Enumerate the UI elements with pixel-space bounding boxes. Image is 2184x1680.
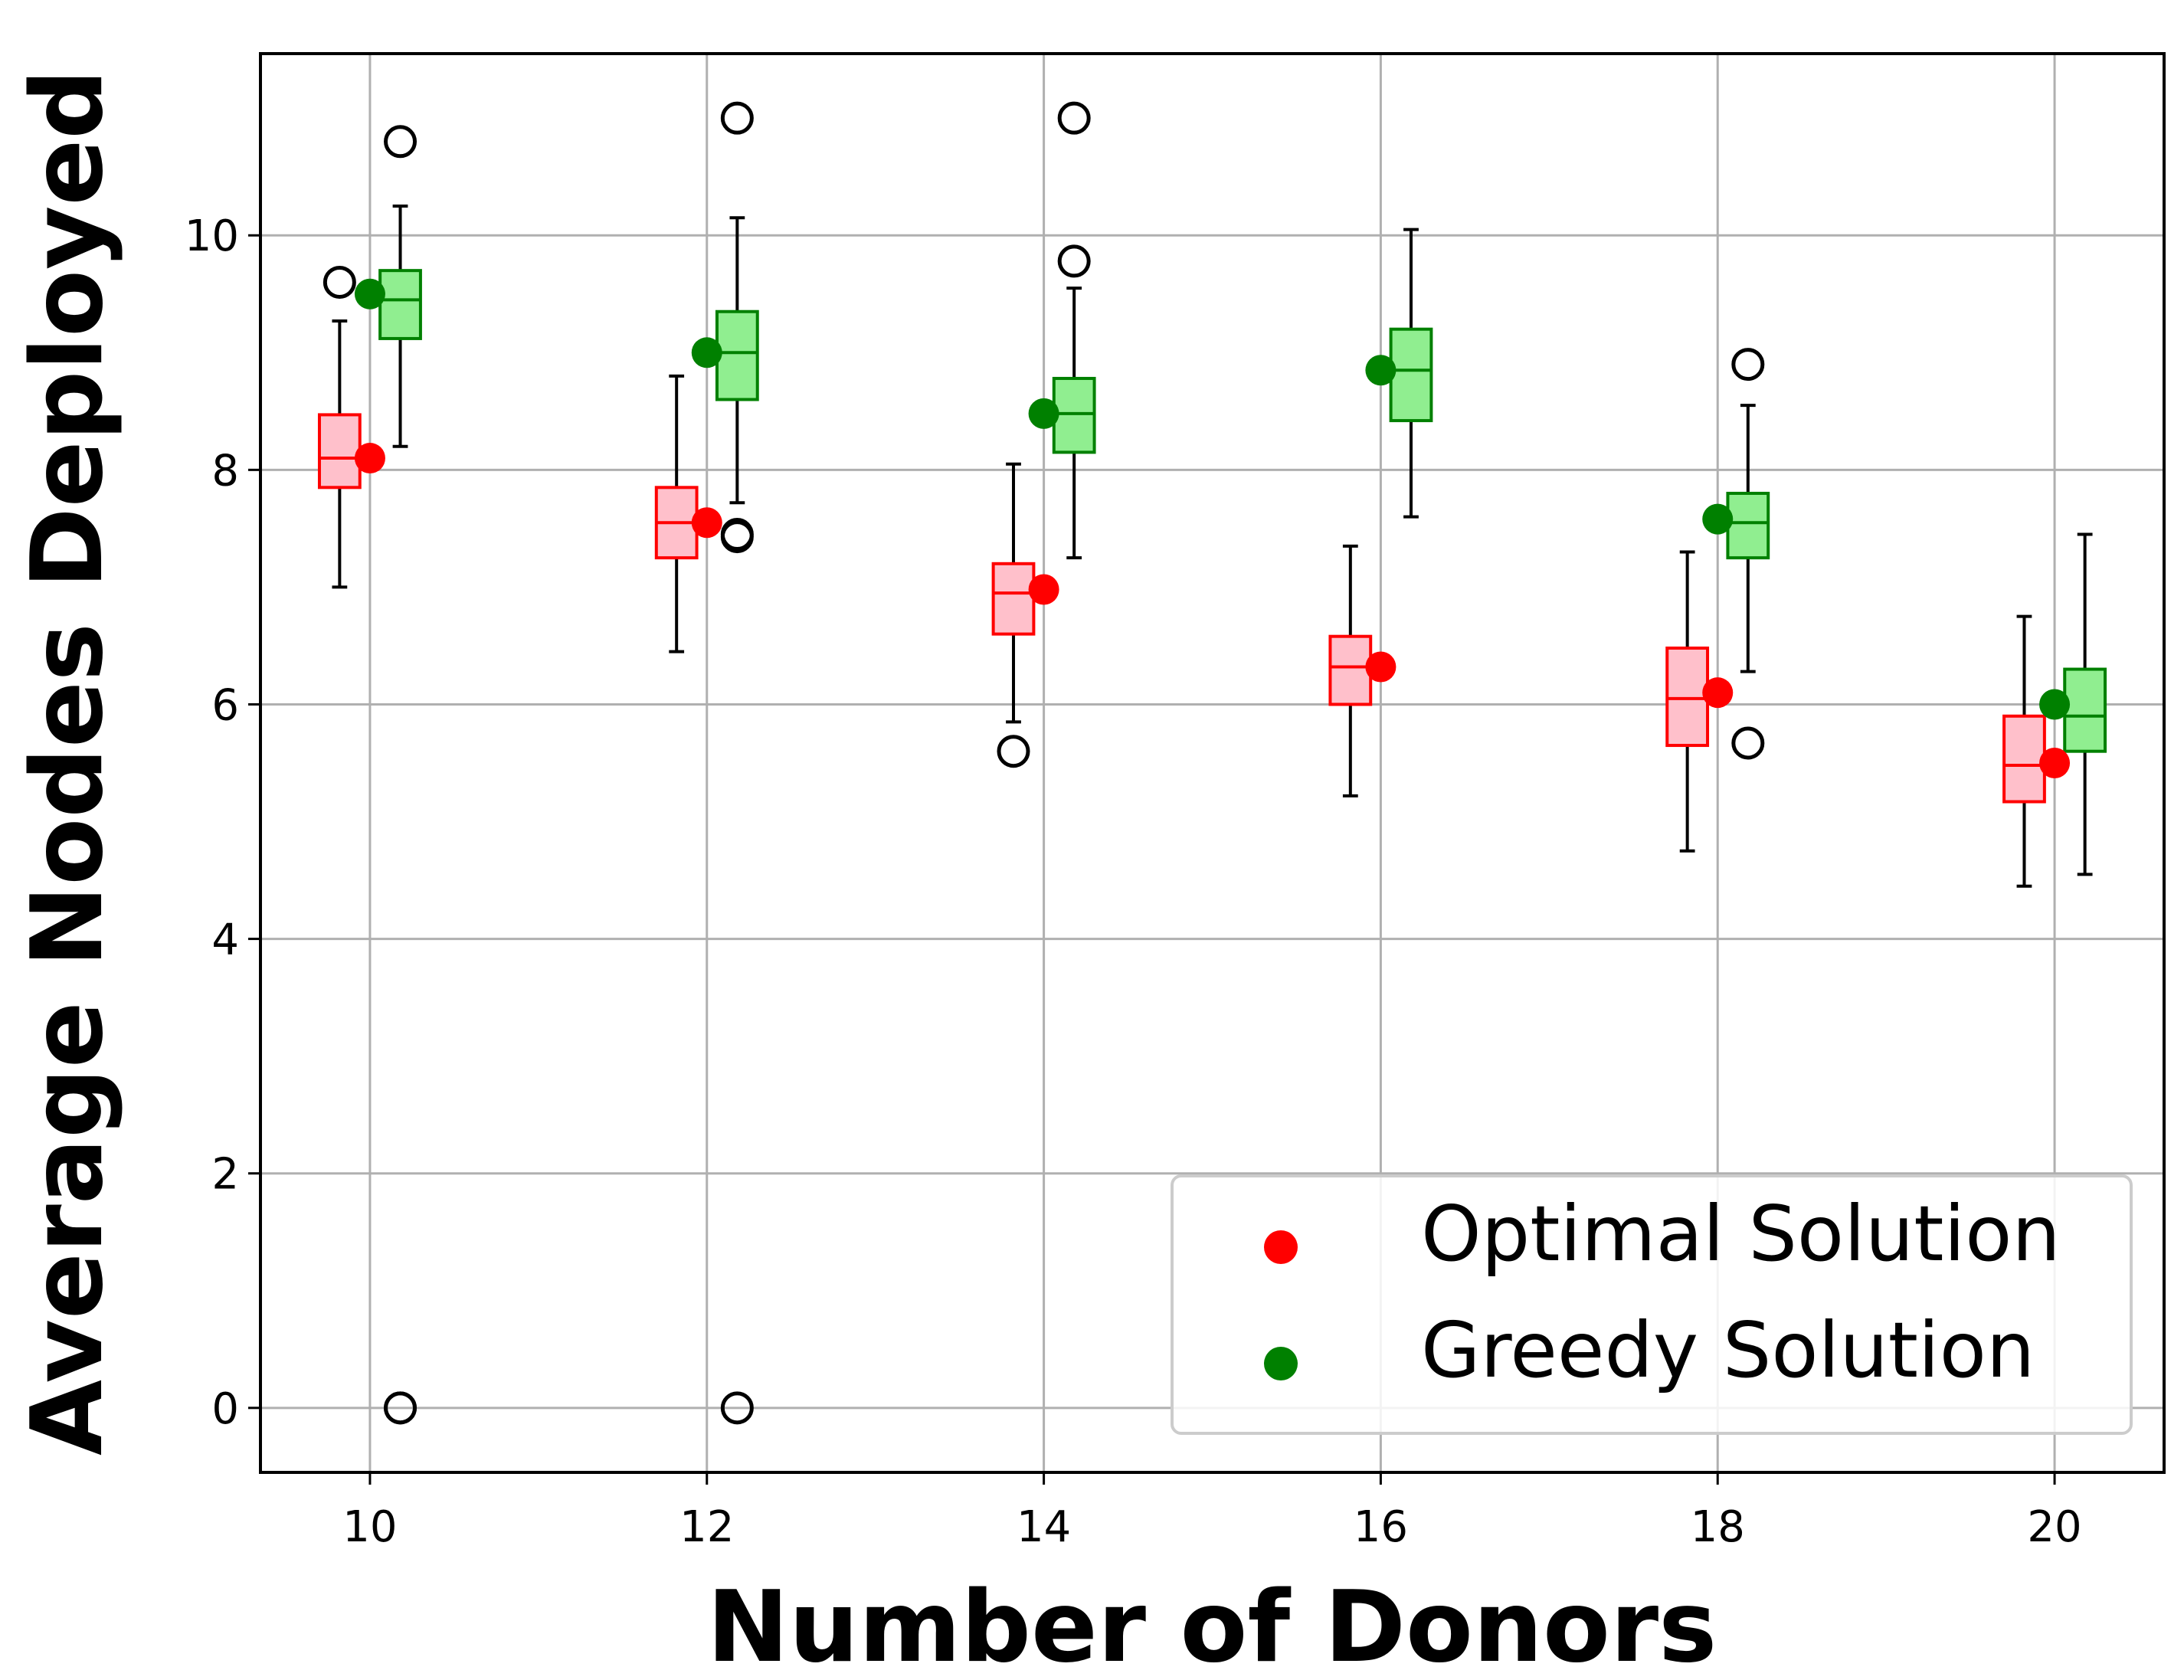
legend-marker-greedy (1264, 1347, 1298, 1380)
greedy-outlier (384, 1391, 417, 1425)
greedy-outlier (1731, 726, 1765, 760)
x-tick-label: 20 (2027, 1502, 2081, 1552)
optimal-outlier (997, 735, 1030, 768)
y-tick-label: 10 (185, 211, 239, 261)
optimal-box (2002, 714, 2046, 804)
greedy-outlier (384, 125, 417, 159)
greedy-outlier (1057, 244, 1091, 278)
y-axis-title: Average Nodes Deployed (11, 69, 125, 1456)
greedy-outlier (720, 101, 754, 135)
greedy-mean-marker (1365, 355, 1397, 386)
legend: Optimal Solution Greedy Solution (1171, 1174, 2133, 1435)
y-tick-label: 0 (211, 1384, 239, 1434)
greedy-mean-marker (1028, 398, 1059, 429)
optimal-mean-marker (1365, 651, 1397, 683)
legend-marker-optimal (1264, 1230, 1298, 1264)
optimal-mean-marker (1702, 677, 1734, 709)
x-tick-label: 10 (342, 1502, 397, 1552)
optimal-mean-marker (691, 507, 722, 539)
greedy-outlier (1057, 101, 1091, 135)
greedy-outlier (720, 1391, 754, 1425)
optimal-box (317, 413, 362, 490)
greedy-mean-marker (2039, 689, 2071, 720)
x-tick-label: 12 (679, 1502, 734, 1552)
optimal-box (1665, 647, 1710, 748)
optimal-mean-marker (2039, 748, 2071, 778)
mean-markers (354, 278, 2071, 778)
box-plots (317, 204, 2107, 888)
greedy-mean-marker (1702, 503, 1734, 535)
legend-label-optimal: Optimal Solution (1421, 1189, 2061, 1279)
y-tick-label: 8 (211, 446, 239, 496)
optimal-box (1328, 634, 1373, 706)
x-axis-title: Number of Donors (707, 1570, 1717, 1680)
grid (260, 54, 2164, 1472)
outlier-points (323, 101, 1765, 1425)
greedy-box (715, 309, 759, 401)
greedy-mean-marker (354, 278, 385, 309)
greedy-box (378, 269, 422, 340)
greedy-box (2063, 667, 2107, 753)
x-tick-label: 14 (1017, 1502, 1071, 1552)
x-axis-ticks: 10 12 14 16 18 20 (342, 1472, 2082, 1552)
greedy-outlier (1731, 348, 1765, 382)
greedy-outlier (720, 520, 754, 554)
optimal-outlier (323, 265, 356, 299)
greedy-box (1052, 376, 1096, 454)
y-tick-label: 4 (211, 915, 239, 965)
legend-label-greedy: Greedy Solution (1421, 1305, 2035, 1395)
greedy-box (1389, 327, 1433, 423)
plot-area-frame (259, 52, 2166, 1474)
y-axis-ticks: 0 2 4 6 8 10 (185, 211, 260, 1434)
legend-frame (1171, 1174, 2133, 1435)
y-tick-label: 6 (211, 680, 239, 730)
greedy-mean-marker (691, 337, 722, 368)
y-tick-label: 2 (211, 1150, 239, 1200)
x-tick-label: 18 (1691, 1502, 1745, 1552)
optimal-mean-marker (354, 443, 385, 474)
x-tick-label: 16 (1354, 1502, 1408, 1552)
optimal-mean-marker (1028, 574, 1059, 605)
greedy-box (1726, 491, 1770, 560)
optimal-box (991, 562, 1036, 636)
